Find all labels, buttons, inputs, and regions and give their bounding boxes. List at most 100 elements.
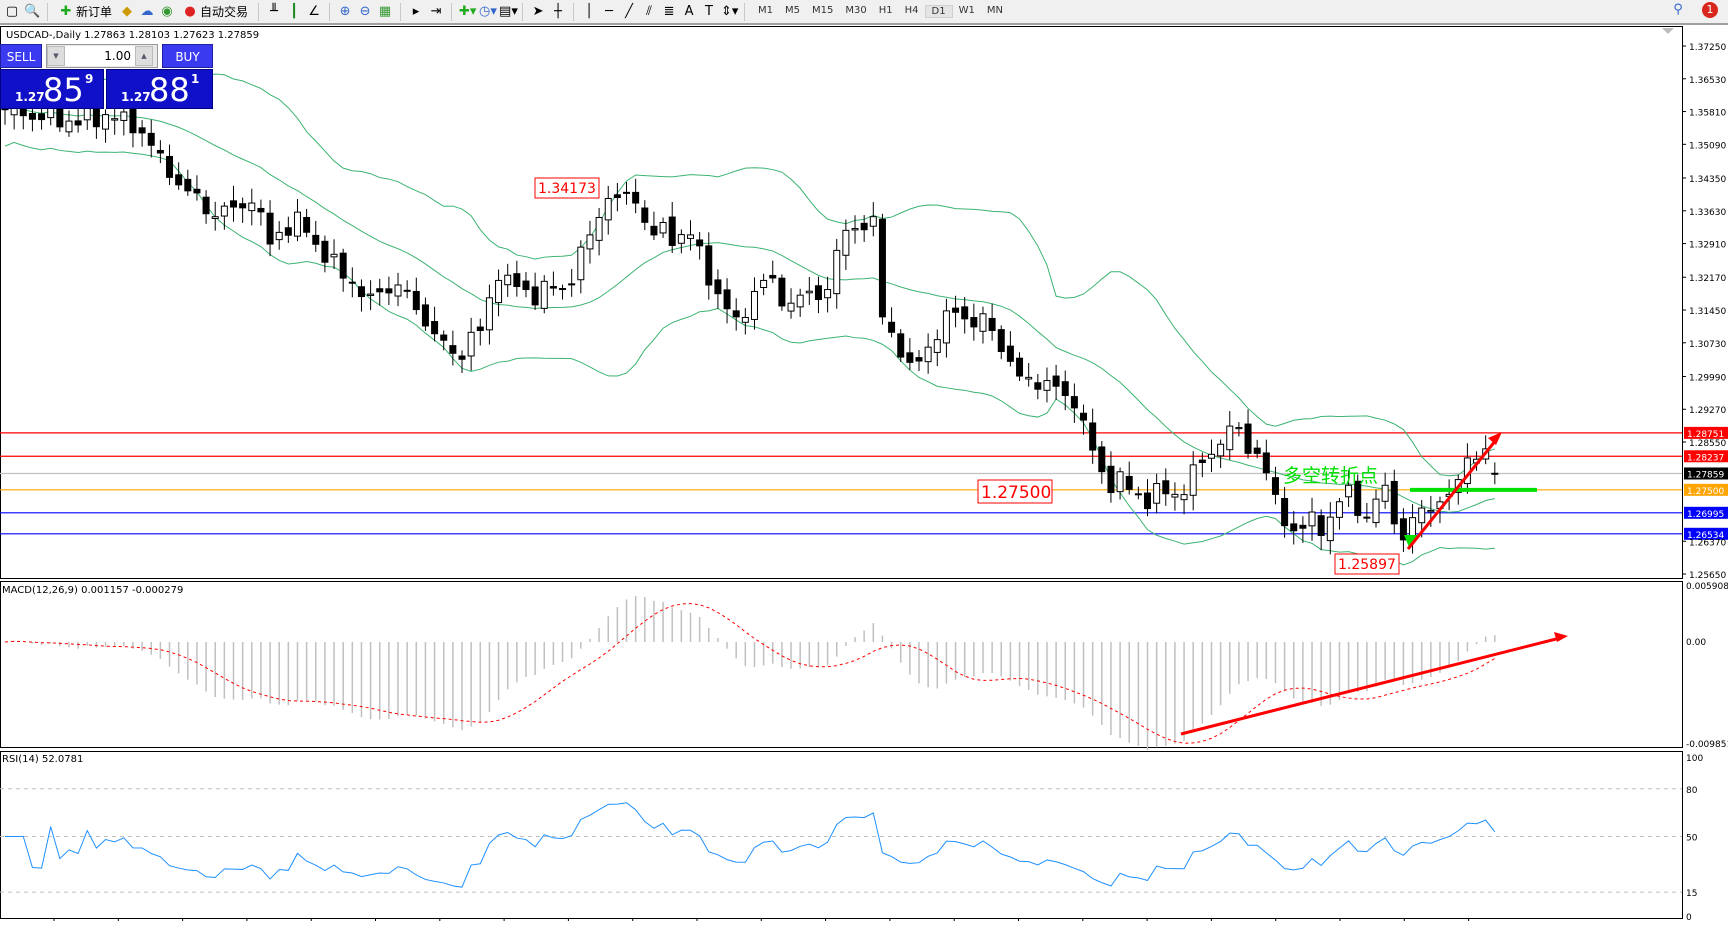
candle <box>988 303 996 341</box>
indicators-icon[interactable]: ✚▾ <box>459 3 477 19</box>
candle <box>1189 451 1197 511</box>
lot-increase-icon[interactable]: ▲ <box>135 46 153 66</box>
timeframe-h4[interactable]: H4 <box>904 5 919 16</box>
buy-signal-icon <box>1404 535 1418 547</box>
candle-body <box>1107 465 1115 494</box>
equidistant-channel-icon[interactable]: ⫽ <box>646 3 652 19</box>
main-chart-frame <box>0 26 1683 579</box>
candle-body <box>138 127 146 134</box>
candle-body <box>1061 381 1069 396</box>
arrows-icon[interactable]: ⇕▾ <box>721 3 739 19</box>
buy-price-box[interactable]: 1.27 88 1 <box>106 69 213 109</box>
window-icon[interactable]: ▢ <box>5 3 19 19</box>
candle-body <box>330 253 338 258</box>
candle-body <box>156 149 164 154</box>
auto-trading-label: 自动交易 <box>200 5 249 19</box>
new-order-button[interactable]: ✚ 新订单 <box>55 2 115 22</box>
candle-body <box>540 280 548 309</box>
chart-shift-icon[interactable]: ⇥ <box>430 3 442 19</box>
candlestick-icon[interactable]: ┃ <box>290 3 298 19</box>
one-click-trading-panel: SELL ▼ ▲ BUY 1.27 85 9 1.27 88 1 <box>0 44 213 116</box>
periods-icon[interactable]: ◷▾ <box>479 3 497 19</box>
buy-button[interactable]: BUY <box>162 44 213 68</box>
templates-icon[interactable]: ▤▾ <box>499 3 518 19</box>
candle <box>924 333 932 374</box>
signals-icon[interactable]: ◉ <box>161 3 173 19</box>
candle <box>1463 443 1471 494</box>
macd-axis-label: -0.009851 <box>1686 740 1728 750</box>
candle-body <box>632 191 640 204</box>
candle-body <box>961 306 969 320</box>
candle-body <box>1290 523 1298 532</box>
rsi-frame <box>0 751 1683 919</box>
candle <box>458 350 466 373</box>
fibonacci-icon[interactable]: ≣ <box>663 3 675 19</box>
sell-price-pips: 85 <box>43 71 84 109</box>
zoom-in-icon[interactable]: ⊕ <box>339 3 351 19</box>
price-axis-label: 1.35090 <box>1689 141 1726 151</box>
auto-scroll-icon[interactable]: ▸ <box>412 3 420 19</box>
candle <box>1299 516 1307 543</box>
candle-body <box>1025 376 1033 380</box>
market-icon[interactable]: ☁ <box>140 3 154 19</box>
text-label-icon[interactable]: T <box>705 3 713 19</box>
zoom-out-icon[interactable]: ⊖ <box>359 3 371 19</box>
candle-body <box>1070 396 1078 409</box>
timeframe-h1[interactable]: H1 <box>878 5 893 16</box>
horizontal-line-icon[interactable]: ─ <box>605 3 613 19</box>
price-axis-label: 1.32170 <box>1689 274 1726 284</box>
tile-windows-icon[interactable]: ▦ <box>378 3 392 19</box>
candle <box>266 200 274 257</box>
candle-body <box>1034 382 1042 390</box>
candle-body <box>293 211 301 237</box>
candle-body <box>522 280 530 291</box>
candle <box>659 217 667 238</box>
trendline-icon[interactable]: ╱ <box>625 3 633 19</box>
sell-price-box[interactable]: 1.27 85 9 <box>0 69 104 109</box>
vertical-line-icon[interactable]: │ <box>585 3 593 19</box>
zoom-view-icon[interactable]: 🔍 <box>24 3 41 19</box>
macd-signal-line <box>4 603 1496 744</box>
candle <box>248 188 256 226</box>
lot-stepper[interactable]: ▼ ▲ <box>46 44 158 68</box>
metaeditor-icon[interactable]: ◆ <box>122 3 133 19</box>
candle <box>284 216 292 243</box>
timeframe-mn[interactable]: MN <box>986 5 1003 16</box>
candle-body <box>796 294 804 308</box>
timeframe-d1[interactable]: D1 <box>924 5 953 18</box>
text-icon[interactable]: A <box>684 3 694 19</box>
candle <box>531 272 539 310</box>
lot-input[interactable] <box>65 46 135 66</box>
lot-decrease-icon[interactable]: ▼ <box>47 46 65 66</box>
chart-window[interactable]: 1.28751 1.28237 1.27859 1.27500 1.26995 1.265… <box>0 26 1728 921</box>
notification-badge[interactable]: 1 <box>1702 2 1718 18</box>
candle <box>1491 462 1499 485</box>
macd-trend-arrow-line <box>1180 636 1561 736</box>
chart-canvas[interactable]: 1.287511.282371.278591.275001.269951.265… <box>0 0 1728 921</box>
timeframe-m1[interactable]: M1 <box>758 5 774 16</box>
timeframe-m15[interactable]: M15 <box>812 5 834 16</box>
candle-body <box>184 178 192 192</box>
line-chart-icon[interactable]: ∠ <box>308 3 320 19</box>
timeframe-w1[interactable]: W1 <box>958 5 975 16</box>
candle-body <box>1098 446 1106 473</box>
crosshair-icon[interactable]: ┼ <box>554 3 562 19</box>
cursor-icon[interactable]: ➤ <box>532 3 544 19</box>
bar-chart-icon[interactable]: ╨ <box>270 3 278 19</box>
candle <box>1089 408 1097 464</box>
candle-body <box>1381 484 1389 502</box>
timeframe-m5[interactable]: M5 <box>785 5 801 16</box>
candle <box>339 248 347 292</box>
candle-body <box>677 234 685 244</box>
price-axis-label: 1.29270 <box>1689 406 1726 416</box>
candle-body <box>348 281 356 284</box>
timeframe-m30[interactable]: M30 <box>845 5 867 16</box>
sell-button[interactable]: SELL <box>0 44 42 68</box>
auto-trading-button[interactable]: ● 自动交易 <box>179 2 251 22</box>
chart-title: USDCAD-,Daily 1.27863 1.28103 1.27623 1.… <box>6 30 260 41</box>
candle-body <box>513 273 521 287</box>
search-icon[interactable]: ⚲ <box>1673 2 1683 17</box>
candle <box>933 329 941 367</box>
candle-body <box>559 288 567 291</box>
candle <box>732 298 740 331</box>
